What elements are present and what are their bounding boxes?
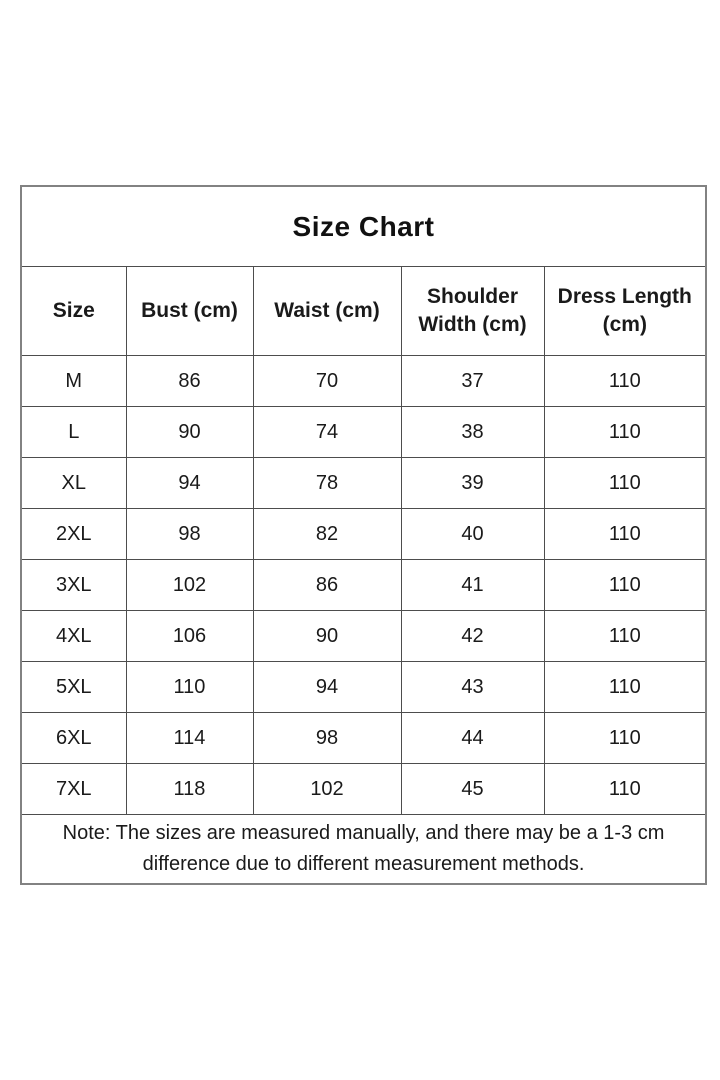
- column-header-bust: Bust (cm): [125, 266, 254, 356]
- bust-cell: 106: [125, 610, 254, 662]
- table-row-m: M 86 70 37 110: [20, 355, 707, 407]
- shoulder-cell: 45: [400, 763, 545, 815]
- length-cell: 110: [543, 610, 707, 662]
- shoulder-cell: 43: [400, 661, 545, 713]
- length-cell: 110: [543, 355, 707, 407]
- waist-cell: 102: [252, 763, 402, 815]
- size-cell: XL: [20, 457, 127, 509]
- length-cell: 110: [543, 508, 707, 560]
- size-cell: 7XL: [20, 763, 127, 815]
- length-cell: 110: [543, 661, 707, 713]
- title-row: Size Chart: [20, 185, 707, 267]
- shoulder-cell: 38: [400, 406, 545, 458]
- shoulder-cell: 44: [400, 712, 545, 764]
- note-text: Note: The sizes are measured manually, a…: [62, 822, 665, 875]
- table-row-7xl: 7XL 118 102 45 110: [20, 763, 707, 815]
- waist-cell: 82: [252, 508, 402, 560]
- shoulder-cell: 40: [400, 508, 545, 560]
- size-cell: 6XL: [20, 712, 127, 764]
- waist-cell: 74: [252, 406, 402, 458]
- length-cell: 110: [543, 406, 707, 458]
- waist-cell: 94: [252, 661, 402, 713]
- table-row-4xl: 4XL 106 90 42 110: [20, 610, 707, 662]
- shoulder-cell: 41: [400, 559, 545, 611]
- table-row-l: L 90 74 38 110: [20, 406, 707, 458]
- table-row-xl: XL 94 78 39 110: [20, 457, 707, 509]
- note-cell: Note: The sizes are measured manually, a…: [20, 814, 707, 885]
- bust-cell: 86: [125, 355, 254, 407]
- size-cell: 4XL: [20, 610, 127, 662]
- table-row-3xl: 3XL 102 86 41 110: [20, 559, 707, 611]
- size-cell: L: [20, 406, 127, 458]
- page-title: Size Chart: [20, 185, 707, 267]
- column-header-waist: Waist (cm): [252, 266, 402, 356]
- bust-cell: 102: [125, 559, 254, 611]
- note-row: Note: The sizes are measured manually, a…: [20, 814, 707, 885]
- length-cell: 110: [543, 763, 707, 815]
- size-cell: M: [20, 355, 127, 407]
- waist-cell: 98: [252, 712, 402, 764]
- shoulder-cell: 42: [400, 610, 545, 662]
- waist-cell: 86: [252, 559, 402, 611]
- length-cell: 110: [543, 559, 707, 611]
- shoulder-cell: 39: [400, 457, 545, 509]
- length-cell: 110: [543, 457, 707, 509]
- bust-cell: 118: [125, 763, 254, 815]
- bust-cell: 98: [125, 508, 254, 560]
- size-cell: 3XL: [20, 559, 127, 611]
- column-header-dress-length: Dress Length (cm): [543, 266, 707, 356]
- length-cell: 110: [543, 712, 707, 764]
- waist-cell: 70: [252, 355, 402, 407]
- waist-cell: 78: [252, 457, 402, 509]
- shoulder-cell: 37: [400, 355, 545, 407]
- bust-cell: 90: [125, 406, 254, 458]
- column-header-shoulder-width: Shoulder Width (cm): [400, 266, 545, 356]
- size-chart-table: Size Chart Size Bust (cm) Waist (cm) Sho…: [20, 185, 708, 885]
- bust-cell: 114: [125, 712, 254, 764]
- size-cell: 2XL: [20, 508, 127, 560]
- bust-cell: 110: [125, 661, 254, 713]
- waist-cell: 90: [252, 610, 402, 662]
- size-cell: 5XL: [20, 661, 127, 713]
- bust-cell: 94: [125, 457, 254, 509]
- header-row: Size Bust (cm) Waist (cm) Shoulder Width…: [20, 266, 707, 356]
- size-chart-container: Size Chart Size Bust (cm) Waist (cm) Sho…: [20, 185, 708, 885]
- table-row-5xl: 5XL 110 94 43 110: [20, 661, 707, 713]
- column-header-size: Size: [20, 266, 127, 356]
- table-row-2xl: 2XL 98 82 40 110: [20, 508, 707, 560]
- table-row-6xl: 6XL 114 98 44 110: [20, 712, 707, 764]
